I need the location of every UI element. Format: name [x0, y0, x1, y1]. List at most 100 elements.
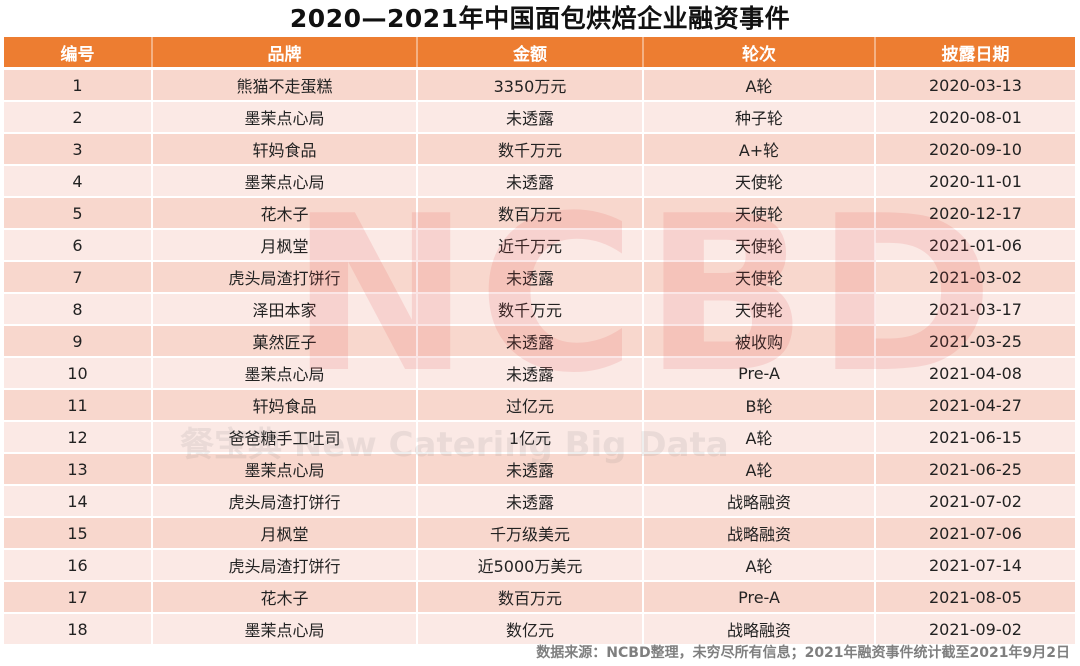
cell-date: 2021-09-02	[875, 613, 1075, 646]
cell-date: 2021-08-05	[875, 581, 1075, 614]
cell-index: 16	[4, 549, 153, 582]
cell-brand: 墨茉点心局	[152, 101, 418, 134]
table-row: 8 泽田本家 数千万元 天使轮 2021-03-17	[4, 293, 1075, 326]
cell-date: 2021-03-02	[875, 261, 1075, 294]
cell-round: 天使轮	[643, 165, 876, 198]
cell-brand: 菓然匠子	[152, 325, 418, 358]
cell-date: 2020-09-10	[875, 133, 1075, 166]
cell-brand: 墨茉点心局	[152, 165, 418, 198]
cell-round: 天使轮	[643, 229, 876, 262]
table-row: 6 月枫堂 近千万元 天使轮 2021-01-06	[4, 229, 1075, 262]
cell-round: 种子轮	[643, 101, 876, 134]
cell-round: 天使轮	[643, 261, 876, 294]
table-row: 1 熊猫不走蛋糕 3350万元 A轮 2020-03-13	[4, 68, 1075, 102]
cell-brand: 墨茉点心局	[152, 613, 418, 646]
cell-round: 战略融资	[643, 613, 876, 646]
header-brand: 品牌	[152, 37, 418, 70]
cell-date: 2020-03-13	[875, 68, 1075, 102]
cell-amount: 未透露	[417, 357, 644, 390]
table-row: 9 菓然匠子 未透露 被收购 2021-03-25	[4, 325, 1075, 358]
cell-brand: 轩妈食品	[152, 133, 418, 166]
cell-index: 3	[4, 133, 153, 166]
cell-amount: 3350万元	[417, 68, 644, 102]
cell-amount: 千万级美元	[417, 517, 644, 550]
table-row: 14 虎头局渣打饼行 未透露 战略融资 2021-07-02	[4, 485, 1075, 518]
cell-index: 9	[4, 325, 153, 358]
cell-amount: 近千万元	[417, 229, 644, 262]
cell-brand: 月枫堂	[152, 229, 418, 262]
source-note: 数据来源：NCBD整理，未穷尽所有信息；2021年融资事件统计截至2021年9月…	[536, 645, 1070, 661]
cell-index: 11	[4, 389, 153, 422]
table-body: 1 熊猫不走蛋糕 3350万元 A轮 2020-03-13 2 墨茉点心局 未透露 种子轮 202…	[4, 68, 1075, 646]
header-index: 编号	[4, 37, 153, 70]
cell-brand: 月枫堂	[152, 517, 418, 550]
cell-amount: 未透露	[417, 261, 644, 294]
cell-index: 7	[4, 261, 153, 294]
cell-index: 14	[4, 485, 153, 518]
cell-date: 2021-03-17	[875, 293, 1075, 326]
cell-brand: 花木子	[152, 581, 418, 614]
cell-amount: 未透露	[417, 485, 644, 518]
cell-round: A轮	[643, 453, 876, 486]
header-date: 披露日期	[875, 37, 1075, 70]
cell-amount: 数千万元	[417, 293, 644, 326]
table-row: 2 墨茉点心局 未透露 种子轮 2020-08-01	[4, 101, 1075, 134]
cell-brand: 泽田本家	[152, 293, 418, 326]
cell-amount: 未透露	[417, 453, 644, 486]
cell-brand: 墨茉点心局	[152, 357, 418, 390]
cell-round: 天使轮	[643, 197, 876, 230]
table-row: 11 轩妈食品 过亿元 B轮 2021-04-27	[4, 389, 1075, 422]
cell-index: 10	[4, 357, 153, 390]
funding-table-container: 编号 品牌 金额 轮次 披露日期 1 熊猫不走蛋糕 3350万元 A轮 2020-03-…	[4, 37, 1075, 646]
table-row: 10 墨茉点心局 未透露 Pre-A 2021-04-08	[4, 357, 1075, 390]
cell-brand: 虎头局渣打饼行	[152, 485, 418, 518]
cell-date: 2021-07-14	[875, 549, 1075, 582]
cell-brand: 熊猫不走蛋糕	[152, 68, 418, 102]
cell-round: A轮	[643, 68, 876, 102]
cell-round: 天使轮	[643, 293, 876, 326]
cell-amount: 数千万元	[417, 133, 644, 166]
cell-amount: 过亿元	[417, 389, 644, 422]
cell-index: 17	[4, 581, 153, 614]
cell-date: 2021-06-15	[875, 421, 1075, 454]
cell-index: 2	[4, 101, 153, 134]
cell-brand: 花木子	[152, 197, 418, 230]
table-row: 4 墨茉点心局 未透露 天使轮 2020-11-01	[4, 165, 1075, 198]
cell-brand: 虎头局渣打饼行	[152, 261, 418, 294]
table-header-row: 编号 品牌 金额 轮次 披露日期	[4, 37, 1075, 70]
cell-date: 2021-07-02	[875, 485, 1075, 518]
table-row: 12 爸爸糖手工吐司 1亿元 A轮 2021-06-15	[4, 421, 1075, 454]
cell-date: 2021-04-08	[875, 357, 1075, 390]
table-row: 7 虎头局渣打饼行 未透露 天使轮 2021-03-02	[4, 261, 1075, 294]
cell-date: 2021-07-06	[875, 517, 1075, 550]
cell-index: 8	[4, 293, 153, 326]
cell-date: 2020-12-17	[875, 197, 1075, 230]
cell-amount: 数亿元	[417, 613, 644, 646]
cell-index: 6	[4, 229, 153, 262]
cell-index: 13	[4, 453, 153, 486]
table-row: 18 墨茉点心局 数亿元 战略融资 2021-09-02	[4, 613, 1075, 646]
cell-index: 5	[4, 197, 153, 230]
cell-index: 18	[4, 613, 153, 646]
table-row: 17 花木子 数百万元 Pre-A 2021-08-05	[4, 581, 1075, 614]
cell-date: 2020-08-01	[875, 101, 1075, 134]
cell-amount: 数百万元	[417, 197, 644, 230]
cell-round: Pre-A	[643, 357, 876, 390]
cell-date: 2021-01-06	[875, 229, 1075, 262]
cell-brand: 虎头局渣打饼行	[152, 549, 418, 582]
table-row: 5 花木子 数百万元 天使轮 2020-12-17	[4, 197, 1075, 230]
cell-brand: 爸爸糖手工吐司	[152, 421, 418, 454]
cell-date: 2021-06-25	[875, 453, 1075, 486]
cell-amount: 1亿元	[417, 421, 644, 454]
cell-amount: 未透露	[417, 325, 644, 358]
cell-round: 战略融资	[643, 517, 876, 550]
cell-date: 2021-04-27	[875, 389, 1075, 422]
table-row: 15 月枫堂 千万级美元 战略融资 2021-07-06	[4, 517, 1075, 550]
cell-brand: 墨茉点心局	[152, 453, 418, 486]
cell-index: 15	[4, 517, 153, 550]
cell-round: A轮	[643, 421, 876, 454]
funding-events-table: 编号 品牌 金额 轮次 披露日期 1 熊猫不走蛋糕 3350万元 A轮 2020-03-…	[4, 37, 1075, 646]
cell-round: 被收购	[643, 325, 876, 358]
cell-index: 12	[4, 421, 153, 454]
cell-amount: 近5000万美元	[417, 549, 644, 582]
